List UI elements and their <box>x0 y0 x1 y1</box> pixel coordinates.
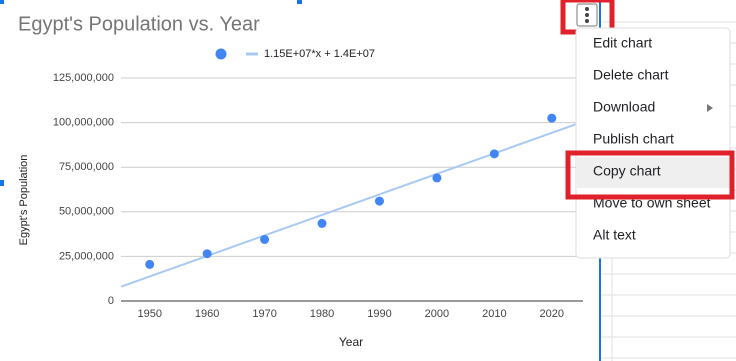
point <box>202 249 212 259</box>
point <box>547 113 557 123</box>
x-tick-label: 2000 <box>425 308 449 320</box>
menu-item[interactable]: Publish chart <box>593 131 674 147</box>
dot <box>585 7 589 11</box>
point <box>145 259 155 269</box>
x-tick-label: 2020 <box>540 308 564 320</box>
x-tick-label: 2010 <box>482 308 506 320</box>
x-axis-label: Year <box>339 335 363 349</box>
legend-label: 1.15E+07*x + 1.4E+07 <box>264 48 375 60</box>
menu-item[interactable]: Copy chart <box>593 163 661 179</box>
x-tick-label: 1980 <box>310 308 334 320</box>
x-tick-label: 1960 <box>195 308 219 320</box>
point <box>489 149 499 159</box>
handle[interactable] <box>0 0 4 4</box>
y-tick-label: 75,000,000 <box>59 161 114 173</box>
point <box>374 196 384 206</box>
menu-item[interactable]: Edit chart <box>593 35 652 51</box>
trendline <box>120 121 581 288</box>
menu-item[interactable]: Download <box>593 99 655 115</box>
x-tick-label: 1950 <box>137 308 161 320</box>
handle[interactable] <box>0 180 4 186</box>
menu-item[interactable]: Delete chart <box>593 67 669 83</box>
highlight-box <box>565 150 735 200</box>
point <box>260 234 270 244</box>
y-axis-label: Egypt's Population <box>18 155 30 246</box>
x-tick-label: 1990 <box>367 308 391 320</box>
context-menu <box>575 27 731 259</box>
menu-item[interactable]: Alt text <box>593 227 636 243</box>
legend-marker <box>215 48 227 60</box>
y-tick-label: 50,000,000 <box>59 206 114 218</box>
menu-item-hover <box>576 157 730 188</box>
point <box>432 173 442 183</box>
y-tick-label: 100,000,000 <box>53 117 114 129</box>
chart-title: Egypt's Population vs. Year <box>18 13 260 35</box>
y-tick-label: 25,000,000 <box>59 250 114 262</box>
point <box>317 218 327 228</box>
handle[interactable] <box>297 0 302 4</box>
plot: 0 25,000,000 50,000,000 75,000,000 100,000,0… <box>53 48 583 320</box>
dot <box>585 13 589 17</box>
dot <box>585 19 589 23</box>
x-tick-label: 1970 <box>252 308 276 320</box>
y-tick-label: 0 <box>108 295 114 307</box>
y-tick-label: 125,000,000 <box>53 72 114 84</box>
submenu-arrow <box>707 104 713 112</box>
